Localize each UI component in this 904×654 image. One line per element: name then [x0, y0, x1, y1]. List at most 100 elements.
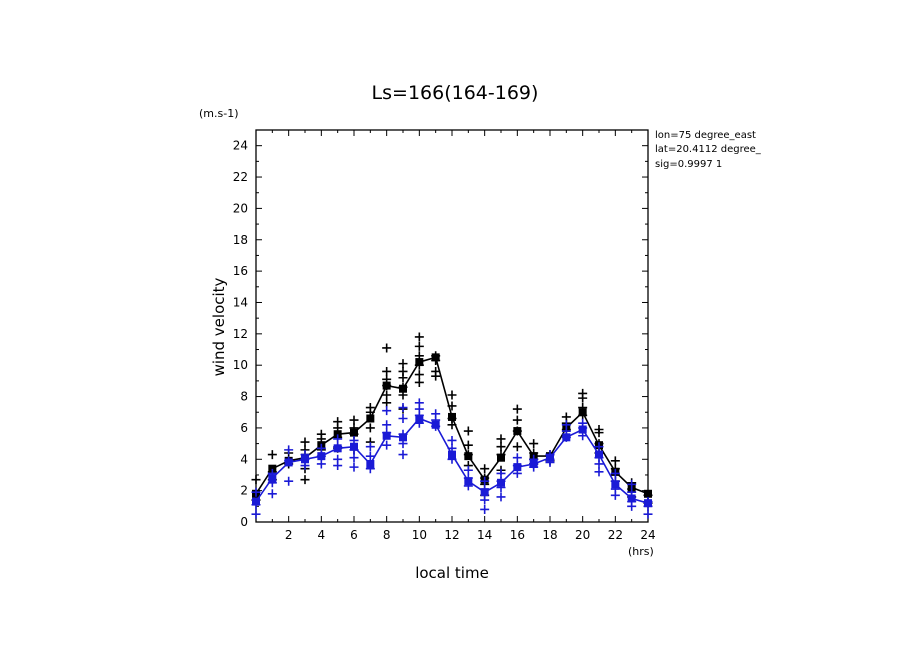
mean-point [350, 442, 358, 451]
x-tick-label: 16 [510, 528, 525, 542]
scatter-point [627, 479, 637, 489]
scatter-point [512, 404, 522, 414]
x-tick-label: 10 [412, 528, 427, 542]
mean-point [513, 427, 522, 436]
scatter-point [414, 332, 424, 342]
y-tick-label: 14 [233, 295, 248, 309]
scatter-point [251, 487, 261, 497]
scatter-point [447, 390, 457, 400]
scatter-point [316, 459, 326, 469]
mean-point [382, 431, 391, 440]
scatter-point [349, 453, 359, 463]
scatter-point [414, 377, 424, 387]
y-tick-label: 12 [233, 327, 248, 341]
scatter-point [463, 426, 473, 436]
y-tick-label: 22 [233, 170, 248, 184]
scatter-point [529, 439, 539, 449]
mean-point [546, 453, 554, 462]
scatter-point [594, 459, 604, 469]
mean-point [595, 450, 603, 459]
mean-point [578, 425, 587, 434]
mean-point [301, 455, 309, 464]
scatter-point [496, 492, 506, 502]
scatter-point [251, 509, 261, 519]
mean-point [366, 459, 375, 468]
scatter-point [594, 467, 604, 477]
scatter-point [610, 468, 620, 478]
y-tick-label: 0 [240, 515, 248, 529]
scatter-point [300, 475, 310, 485]
mean-point [644, 489, 652, 498]
mean-point [513, 463, 522, 472]
y-tick-label: 16 [233, 264, 248, 278]
x-tick-label: 4 [318, 528, 326, 542]
mean-point [268, 464, 277, 473]
scatter-point [316, 443, 326, 453]
series-1 [251, 332, 653, 508]
scatter-point [398, 414, 408, 424]
x-tick-label: 12 [444, 528, 459, 542]
scatter-point [267, 489, 277, 499]
scatter-point [398, 373, 408, 383]
mean-point [317, 452, 326, 461]
scatter-point [300, 437, 310, 447]
info-sig: sig=0.9997 1 [655, 159, 722, 170]
scatter-point [480, 495, 490, 505]
scatter-point [594, 428, 604, 438]
mean-point [611, 480, 620, 489]
mean-point [333, 430, 342, 439]
mean-point [382, 381, 391, 390]
scatter-point [382, 343, 392, 353]
x-axis-label: local time [415, 564, 489, 582]
mean-point [448, 450, 456, 459]
scatter-point [398, 359, 408, 369]
mean-point [431, 420, 440, 429]
scatter-point [496, 468, 506, 478]
scatter-point [610, 456, 620, 466]
mean-point [252, 497, 260, 506]
scatter-point [382, 440, 392, 450]
mean-point [431, 353, 440, 362]
series-layer [251, 332, 653, 519]
scatter-point [447, 435, 457, 445]
scatter-point [512, 453, 522, 463]
scatter-point [349, 415, 359, 425]
y-unit-label: (m.s-1) [199, 107, 239, 120]
scatter-point [512, 415, 522, 425]
scatter-point [496, 442, 506, 452]
scatter-point [333, 434, 343, 444]
mean-point [284, 458, 293, 467]
scatter-point [463, 465, 473, 475]
scatter-point [512, 442, 522, 452]
scatter-point [398, 450, 408, 460]
mean-point [333, 444, 342, 453]
scatter-point [382, 366, 392, 376]
y-axis-label: wind velocity [210, 277, 228, 376]
x-tick-label: 20 [575, 528, 590, 542]
scatter-point [643, 509, 653, 519]
mean-point [399, 384, 407, 393]
scatter-point [365, 442, 375, 452]
info-lat: lat=20.4112 degree_ [655, 144, 762, 155]
mean-point [415, 358, 424, 367]
info-lon: lon=75 degree_east [655, 130, 756, 141]
chart-title: Ls=166(164-169) [372, 82, 539, 104]
mean-point [415, 414, 424, 423]
scatter-point [431, 371, 441, 381]
scatter-point [463, 440, 473, 450]
scatter-point [496, 434, 506, 444]
y-tick-label: 2 [240, 484, 248, 498]
scatter-point [627, 501, 637, 511]
scatter-point [251, 475, 261, 485]
scatter-point [349, 462, 359, 472]
scatter-point [578, 393, 588, 403]
scatter-point [365, 451, 375, 461]
scatter-point [480, 504, 490, 514]
scatter-point [398, 403, 408, 413]
mean-point [350, 428, 358, 437]
y-tick-label: 8 [240, 390, 248, 404]
scatter-point [382, 390, 392, 400]
scatter-point [414, 370, 424, 380]
x-tick-label: 2 [285, 528, 293, 542]
